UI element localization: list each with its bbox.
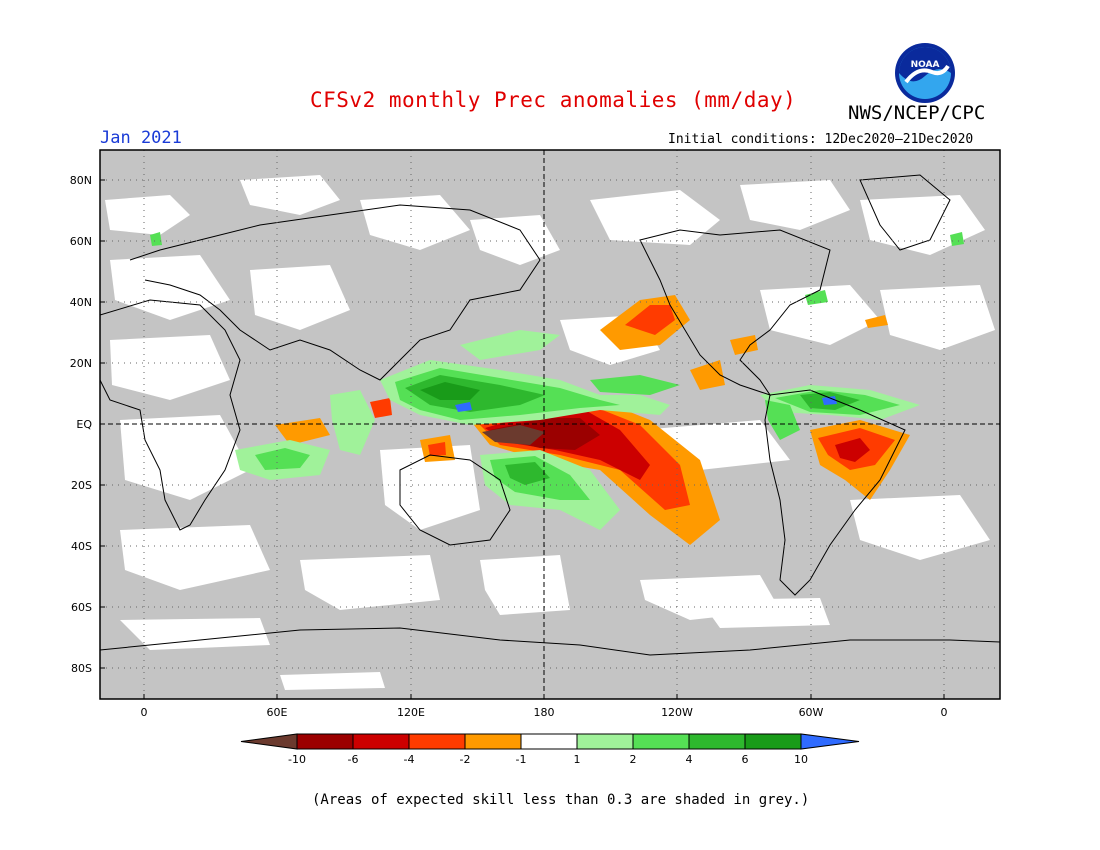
map-field — [100, 150, 1000, 699]
lon-label: 180 — [534, 706, 555, 719]
negative-anomaly-north-pacific — [600, 295, 888, 390]
colorbar: -10 -6 -4 -2 -1 1 2 4 6 10 — [240, 733, 860, 766]
colorbar-swatch — [632, 733, 690, 750]
colorbar-label: 2 — [630, 753, 637, 766]
colorbar-label: 4 — [686, 753, 693, 766]
initial-conditions: Initial conditions: 12Dec2020–21Dec2020 — [668, 132, 974, 147]
colorbar-label: -6 — [348, 753, 359, 766]
colorbar-swatch — [408, 733, 466, 750]
lon-label: 120E — [397, 706, 425, 719]
colorbar-swatch — [352, 733, 410, 750]
colorbar-label: -10 — [288, 753, 306, 766]
lon-axis: 0 60E 120E 180 120W 60W 0 — [141, 706, 948, 719]
lat-label: 40N — [70, 296, 92, 309]
footnote: (Areas of expected skill less than 0.3 a… — [312, 792, 810, 808]
lat-label: 80S — [71, 662, 92, 675]
lat-label: 60S — [71, 601, 92, 614]
colorbar-label: -1 — [516, 753, 527, 766]
reference-lines — [100, 150, 1000, 699]
agency-label: NWS/NCEP/CPC — [848, 102, 986, 124]
positive-anomaly-southern — [150, 232, 964, 530]
graticule — [100, 150, 1000, 699]
chart-title: CFSv2 monthly Prec anomalies (mm/day) — [310, 88, 797, 112]
lon-ticks — [143, 694, 945, 699]
colorbar-swatch — [296, 733, 354, 750]
logo-text: NOAA — [911, 60, 940, 70]
colorbar-label: 10 — [794, 753, 808, 766]
lon-label: 120W — [661, 706, 693, 719]
noaa-logo: NOAA — [895, 43, 955, 103]
colorbar-label: 1 — [574, 753, 581, 766]
lon-label: 60E — [267, 706, 288, 719]
coastlines — [100, 174, 1000, 656]
colorbar-swatch — [464, 733, 522, 750]
forecast-month: Jan 2021 — [100, 128, 182, 148]
lon-label: 0 — [941, 706, 948, 719]
colorbar-label: -2 — [460, 753, 471, 766]
negative-anomaly-south-america — [810, 420, 910, 500]
colorbar-swatch — [576, 733, 634, 750]
colorbar-arrow-low — [240, 733, 298, 750]
lat-label: 20N — [70, 357, 92, 370]
colorbar-swatch — [744, 733, 802, 750]
lat-axis: 80N 60N 40N 20N EQ 20S 40S 60S 80S — [70, 174, 93, 675]
lat-ticks — [100, 179, 105, 669]
lon-label: 0 — [141, 706, 148, 719]
lat-label: EQ — [76, 418, 92, 431]
negative-anomaly-pacific — [470, 400, 720, 545]
lat-label: 20S — [71, 479, 92, 492]
lat-label: 40S — [71, 540, 92, 553]
lat-label: 60N — [70, 235, 92, 248]
near-normal-regions — [105, 175, 995, 690]
colorbar-label: 6 — [742, 753, 749, 766]
colorbar-swatch — [688, 733, 746, 750]
positive-anomaly-north-equatorial — [380, 330, 680, 425]
colorbar-swatch — [520, 733, 578, 750]
lon-label: 60W — [799, 706, 824, 719]
colorbar-label: -4 — [404, 753, 415, 766]
colorbar-arrow-high — [800, 733, 860, 750]
lat-label: 80N — [70, 174, 92, 187]
